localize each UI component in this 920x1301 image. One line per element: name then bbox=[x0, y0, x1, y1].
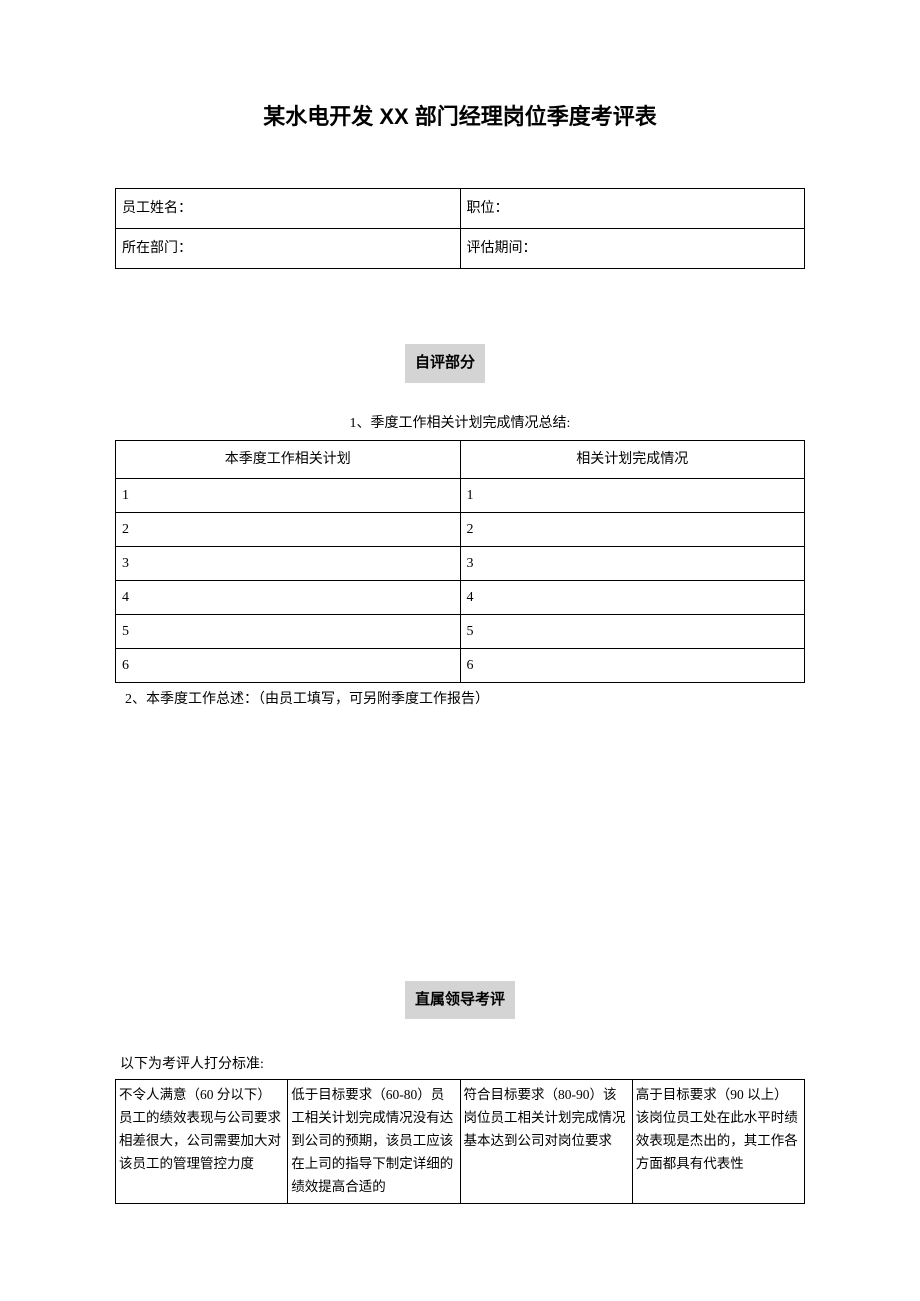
rating-standard-note: 以下为考评人打分标准: bbox=[115, 1054, 805, 1075]
plan-table: 本季度工作相关计划 相关计划完成情况 1 1 2 2 3 3 4 4 5 5 6… bbox=[115, 440, 805, 683]
work-summary-note: 2、本季度工作总述：（由员工填写，可另附季度工作报告） bbox=[115, 683, 805, 716]
table-header-row: 本季度工作相关计划 相关计划完成情况 bbox=[116, 440, 805, 478]
document-title: 某水电开发 XX 部门经理岗位季度考评表 bbox=[115, 100, 805, 133]
table-row: 所在部门： 评估期间： bbox=[116, 229, 805, 269]
employee-info-table: 员工姓名： 职位： 所在部门： 评估期间： bbox=[115, 188, 805, 269]
table-row: 2 2 bbox=[116, 512, 805, 546]
status-cell: 4 bbox=[460, 580, 805, 614]
plan-cell: 1 bbox=[116, 478, 461, 512]
section-header-wrap: 直属领导考评 bbox=[115, 981, 805, 1020]
self-evaluation-header: 自评部分 bbox=[405, 344, 485, 383]
status-cell: 6 bbox=[460, 648, 805, 682]
supervisor-evaluation-header: 直属领导考评 bbox=[405, 981, 515, 1020]
plan-summary-title: 1、季度工作相关计划完成情况总结: bbox=[115, 413, 805, 434]
plan-cell: 6 bbox=[116, 648, 461, 682]
table-row: 5 5 bbox=[116, 614, 805, 648]
plan-cell: 2 bbox=[116, 512, 461, 546]
criteria-cell: 高于目标要求（90 以上）该岗位员工处在此水平时绩效表现是杰出的，其工作各方面都… bbox=[632, 1080, 804, 1204]
table-row: 3 3 bbox=[116, 546, 805, 580]
status-cell: 5 bbox=[460, 614, 805, 648]
status-cell: 1 bbox=[460, 478, 805, 512]
department-cell: 所在部门： bbox=[116, 229, 461, 269]
plan-cell: 3 bbox=[116, 546, 461, 580]
table-row: 1 1 bbox=[116, 478, 805, 512]
criteria-cell: 不令人满意（60 分以下）员工的绩效表现与公司要求相差很大，公司需要加大对该员工… bbox=[116, 1080, 288, 1204]
table-row: 6 6 bbox=[116, 648, 805, 682]
table-row: 4 4 bbox=[116, 580, 805, 614]
criteria-cell: 低于目标要求（60-80）员工相关计划完成情况没有达到公司的预期，该员工应该在上… bbox=[288, 1080, 460, 1204]
plan-cell: 5 bbox=[116, 614, 461, 648]
status-cell: 2 bbox=[460, 512, 805, 546]
status-header: 相关计划完成情况 bbox=[460, 440, 805, 478]
position-cell: 职位： bbox=[460, 189, 805, 229]
plan-cell: 4 bbox=[116, 580, 461, 614]
criteria-cell: 符合目标要求（80-90）该岗位员工相关计划完成情况基本达到公司对岗位要求 bbox=[460, 1080, 632, 1204]
criteria-table: 不令人满意（60 分以下）员工的绩效表现与公司要求相差很大，公司需要加大对该员工… bbox=[115, 1079, 805, 1204]
name-cell: 员工姓名： bbox=[116, 189, 461, 229]
plan-header: 本季度工作相关计划 bbox=[116, 440, 461, 478]
status-cell: 3 bbox=[460, 546, 805, 580]
period-cell: 评估期间： bbox=[460, 229, 805, 269]
table-row: 不令人满意（60 分以下）员工的绩效表现与公司要求相差很大，公司需要加大对该员工… bbox=[116, 1080, 805, 1204]
spacer bbox=[115, 716, 805, 981]
table-row: 员工姓名： 职位： bbox=[116, 189, 805, 229]
section-header-wrap: 自评部分 bbox=[115, 344, 805, 383]
